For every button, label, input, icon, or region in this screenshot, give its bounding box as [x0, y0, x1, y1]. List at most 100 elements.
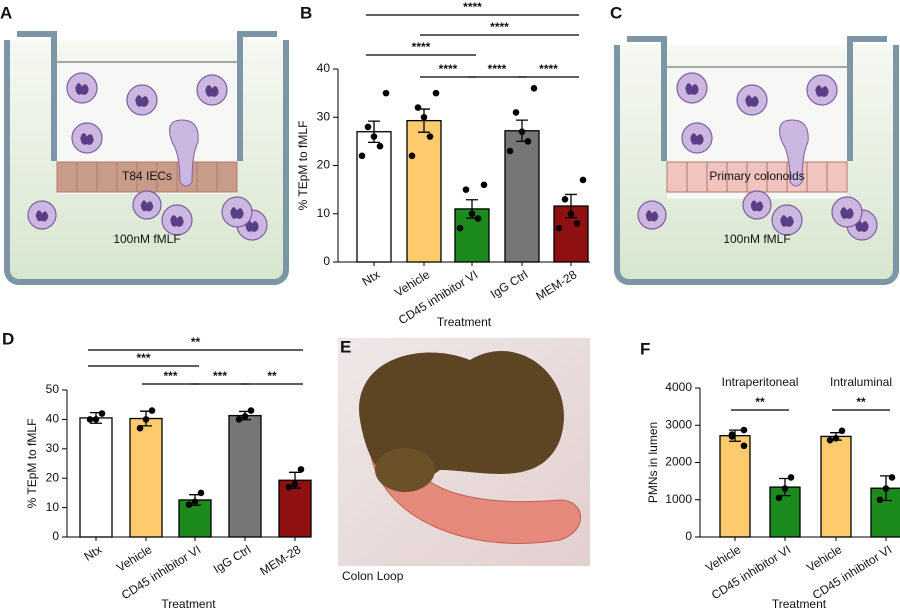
nucleus	[815, 85, 829, 97]
data-point	[235, 416, 243, 423]
data-point	[468, 210, 476, 218]
data-point	[148, 407, 156, 414]
nucleus	[855, 220, 869, 232]
significance-label: ****	[439, 62, 458, 76]
panel-label: A	[0, 3, 12, 22]
illustration-label: 100nM fMLF	[723, 232, 790, 246]
data-point	[561, 195, 569, 203]
colon	[369, 449, 582, 544]
epithelial-cell	[196, 161, 218, 193]
data-point	[382, 89, 390, 97]
bar	[406, 119, 442, 263]
epithelial-cell	[826, 161, 848, 193]
bar	[79, 417, 113, 538]
significance-label: ***	[136, 351, 150, 365]
y-axis-label: % TEpM to fMLF	[25, 419, 39, 509]
data-point	[882, 485, 890, 492]
data-point	[567, 210, 575, 218]
epithelial-cell	[216, 161, 238, 193]
nucleus	[205, 85, 219, 97]
data-point	[420, 113, 428, 121]
caption: Colon Loop	[342, 569, 404, 583]
data-point	[506, 147, 514, 155]
data-point	[876, 496, 884, 504]
y-tick-label: 30	[317, 109, 331, 123]
nucleus	[685, 83, 699, 95]
x-axis-label: Treatment	[161, 597, 216, 611]
nucleus	[80, 133, 94, 145]
y-axis-label: % TEpM to fMLF	[296, 121, 310, 211]
epithelial-cell	[666, 161, 688, 193]
x-tick-label: Ntx	[82, 542, 105, 563]
loop	[375, 448, 435, 492]
bar	[178, 499, 212, 538]
data-point	[462, 186, 470, 193]
transwell: Primary colonoids 100nM fMLF C	[610, 3, 899, 285]
data-point	[826, 436, 834, 444]
migrating-cell	[169, 119, 199, 187]
data-point	[364, 123, 372, 131]
data-point	[241, 413, 249, 420]
nucleus	[230, 207, 244, 219]
y-tick-label: 10	[46, 500, 60, 514]
significance-label: **	[856, 395, 866, 409]
x-tick-label: Vehicle	[114, 542, 155, 575]
data-point	[888, 474, 896, 481]
transwell: T84 IECs 100nM fMLF A	[0, 3, 289, 285]
panel-label: C	[610, 3, 622, 22]
significance-label: ****	[488, 62, 507, 76]
panel-label: E	[340, 337, 351, 356]
bar	[228, 414, 262, 538]
data-point	[136, 424, 144, 432]
x-axis-label: Treatment	[437, 315, 492, 329]
significance-label: ***	[163, 369, 177, 383]
illustration-label: 100nM fMLF	[113, 232, 180, 246]
data-point	[370, 133, 378, 140]
nucleus	[745, 95, 759, 107]
data-point	[781, 485, 789, 492]
data-point	[285, 483, 293, 491]
nucleus	[135, 95, 149, 107]
migrating-cell	[779, 119, 809, 187]
bar	[278, 479, 312, 538]
nucleus	[780, 215, 794, 227]
bar	[719, 435, 751, 538]
y-tick-label: 30	[46, 441, 60, 455]
y-axis-label: PMNs in lumen	[646, 422, 660, 503]
bar	[129, 417, 163, 538]
x-tick-label: Vehicle	[703, 542, 744, 575]
y-tick-label: 20	[317, 158, 331, 172]
significance-label: **	[755, 395, 765, 409]
data-point	[142, 416, 150, 423]
nucleus	[840, 207, 854, 219]
nucleus	[750, 200, 764, 212]
nucleus	[245, 220, 259, 232]
data-point	[408, 152, 416, 160]
x-tick-label: Vehicle	[804, 542, 845, 575]
data-point	[512, 109, 520, 116]
y-tick-label: 40	[46, 412, 60, 426]
data-point	[480, 181, 488, 189]
data-point	[524, 138, 532, 145]
photo: E Colon Loop	[338, 337, 590, 583]
data-point	[197, 489, 205, 497]
data-point	[376, 142, 384, 150]
data-point	[518, 128, 526, 136]
data-point	[740, 442, 748, 450]
y-tick-label: 4000	[665, 380, 692, 394]
x-tick-label: IgG Ctrl	[488, 267, 530, 301]
bar	[820, 435, 852, 538]
significance-label: **	[191, 335, 201, 349]
epithelial-cell	[686, 161, 708, 193]
x-tick-label: Vehicle	[392, 267, 433, 300]
data-point	[432, 89, 440, 97]
y-tick-label: 2000	[665, 455, 692, 469]
x-tick-label: IgG Ctrl	[211, 542, 253, 576]
data-point	[787, 474, 795, 481]
data-point	[728, 433, 736, 440]
group-label: Intraluminal	[830, 375, 892, 389]
data-point	[291, 480, 299, 488]
panel-label: D	[2, 329, 14, 348]
y-tick-label: 0	[685, 529, 692, 543]
data-point	[185, 501, 193, 508]
